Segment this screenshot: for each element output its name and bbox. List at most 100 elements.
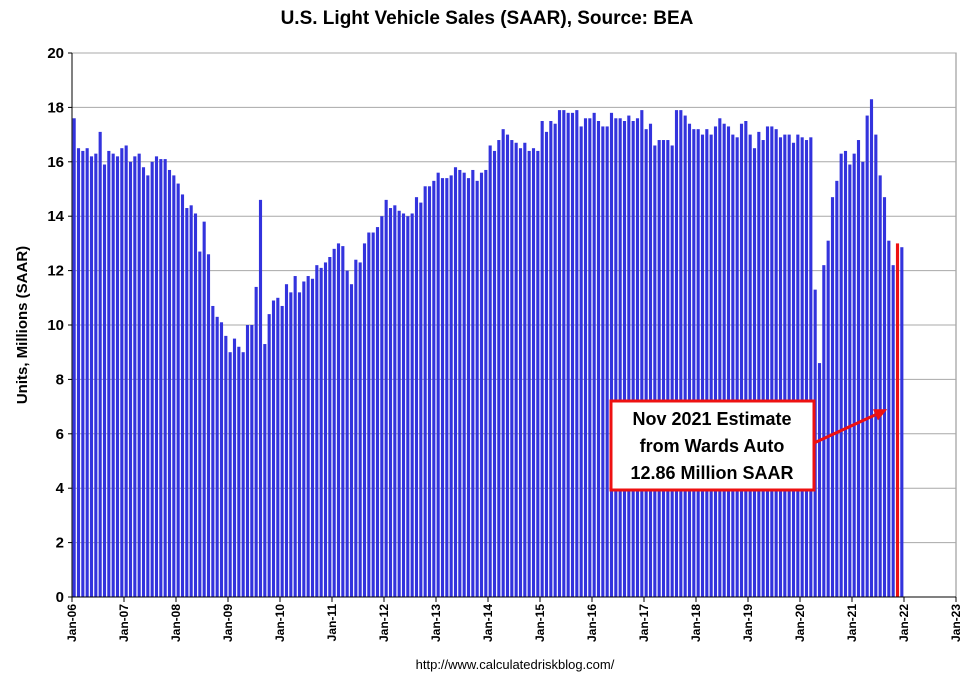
bar	[254, 286, 258, 597]
bar	[527, 150, 531, 598]
bar	[718, 118, 722, 597]
bar	[133, 156, 137, 598]
bar	[432, 180, 436, 597]
bar	[137, 153, 141, 597]
bar	[869, 99, 874, 598]
y-tick-label: 14	[47, 208, 64, 225]
y-tick-label: 12	[47, 263, 64, 280]
bar	[705, 129, 709, 597]
bar	[770, 126, 774, 597]
bar	[497, 140, 501, 598]
bar	[107, 150, 111, 598]
bar	[583, 118, 588, 597]
bar	[588, 118, 592, 597]
bar	[514, 142, 518, 597]
bar	[622, 121, 627, 597]
bar	[722, 123, 726, 597]
x-tick-label: Jan-14	[481, 604, 495, 642]
bar	[839, 153, 843, 597]
bar	[332, 248, 336, 597]
x-tick-label: Jan-06	[65, 604, 79, 642]
y-axis-label: Units, Millions (SAAR)	[14, 246, 31, 404]
bar	[674, 110, 679, 598]
bar	[241, 352, 245, 597]
bar	[176, 183, 180, 597]
x-tick-label: Jan-16	[585, 604, 599, 642]
bar	[462, 172, 466, 597]
bar	[692, 129, 696, 597]
bar	[549, 121, 553, 597]
bar	[700, 134, 705, 597]
x-tick-label: Jan-15	[533, 604, 547, 642]
bar	[492, 150, 497, 598]
bar	[791, 142, 796, 597]
bar	[488, 145, 492, 598]
bar	[250, 325, 254, 597]
bar	[237, 346, 241, 597]
bar	[76, 148, 81, 597]
bar	[644, 129, 648, 597]
callout-line-2: from Wards Auto	[640, 436, 785, 456]
bar	[562, 110, 566, 598]
bar	[778, 137, 783, 597]
bar	[211, 305, 215, 597]
x-tick-label: Jan-10	[273, 604, 287, 642]
bar	[89, 156, 94, 598]
bar	[592, 112, 596, 597]
y-tick-label: 20	[47, 45, 64, 62]
bar	[800, 137, 804, 597]
bar	[687, 123, 692, 597]
bar	[427, 186, 432, 597]
bar	[817, 363, 822, 597]
bar	[774, 129, 778, 597]
x-tick-label: Jan-22	[897, 604, 911, 642]
bar	[531, 148, 536, 597]
bar	[614, 118, 618, 597]
bar	[401, 213, 406, 598]
bar	[878, 175, 882, 597]
bar	[445, 178, 449, 597]
bar	[163, 159, 167, 597]
bar	[666, 140, 670, 598]
bar	[848, 164, 852, 597]
bar	[276, 297, 280, 597]
bar	[85, 148, 89, 597]
bar	[111, 153, 115, 597]
bar	[263, 344, 267, 597]
callout-annotation: Nov 2021 Estimate from Wards Auto 12.86 …	[609, 399, 888, 492]
bar	[566, 112, 570, 597]
bar	[536, 150, 540, 598]
bar	[575, 110, 579, 598]
bar-series	[72, 99, 904, 598]
x-axis-ticks: Jan-06 Jan-07 Jan-08 Jan-09 Jan-10 Jan-11 Jan-…	[65, 597, 963, 642]
bar	[709, 134, 713, 597]
y-tick-label: 18	[47, 99, 64, 116]
bar	[453, 167, 458, 598]
x-tick-label: Jan-18	[689, 604, 703, 642]
bar	[349, 284, 354, 597]
bar	[783, 134, 787, 597]
callout-arrow	[813, 413, 877, 445]
bar	[861, 161, 865, 598]
bar	[479, 172, 484, 597]
bar	[887, 240, 891, 597]
bar	[830, 197, 835, 597]
bar	[345, 270, 349, 597]
bar	[198, 251, 202, 597]
bar	[224, 335, 228, 597]
bar	[843, 150, 848, 598]
bar	[540, 121, 544, 597]
bar	[341, 246, 345, 597]
x-tick-label: Jan-07	[117, 604, 131, 642]
bar	[367, 232, 371, 597]
bar	[245, 325, 250, 597]
bar	[553, 123, 557, 597]
bar	[757, 131, 761, 597]
callout-line-1: Nov 2021 Estimate	[632, 409, 791, 429]
bar	[414, 197, 419, 597]
bar	[146, 175, 150, 597]
bar	[384, 199, 388, 597]
bar	[826, 240, 830, 597]
bar	[544, 131, 549, 597]
x-tick-label: Jan-13	[429, 604, 443, 642]
